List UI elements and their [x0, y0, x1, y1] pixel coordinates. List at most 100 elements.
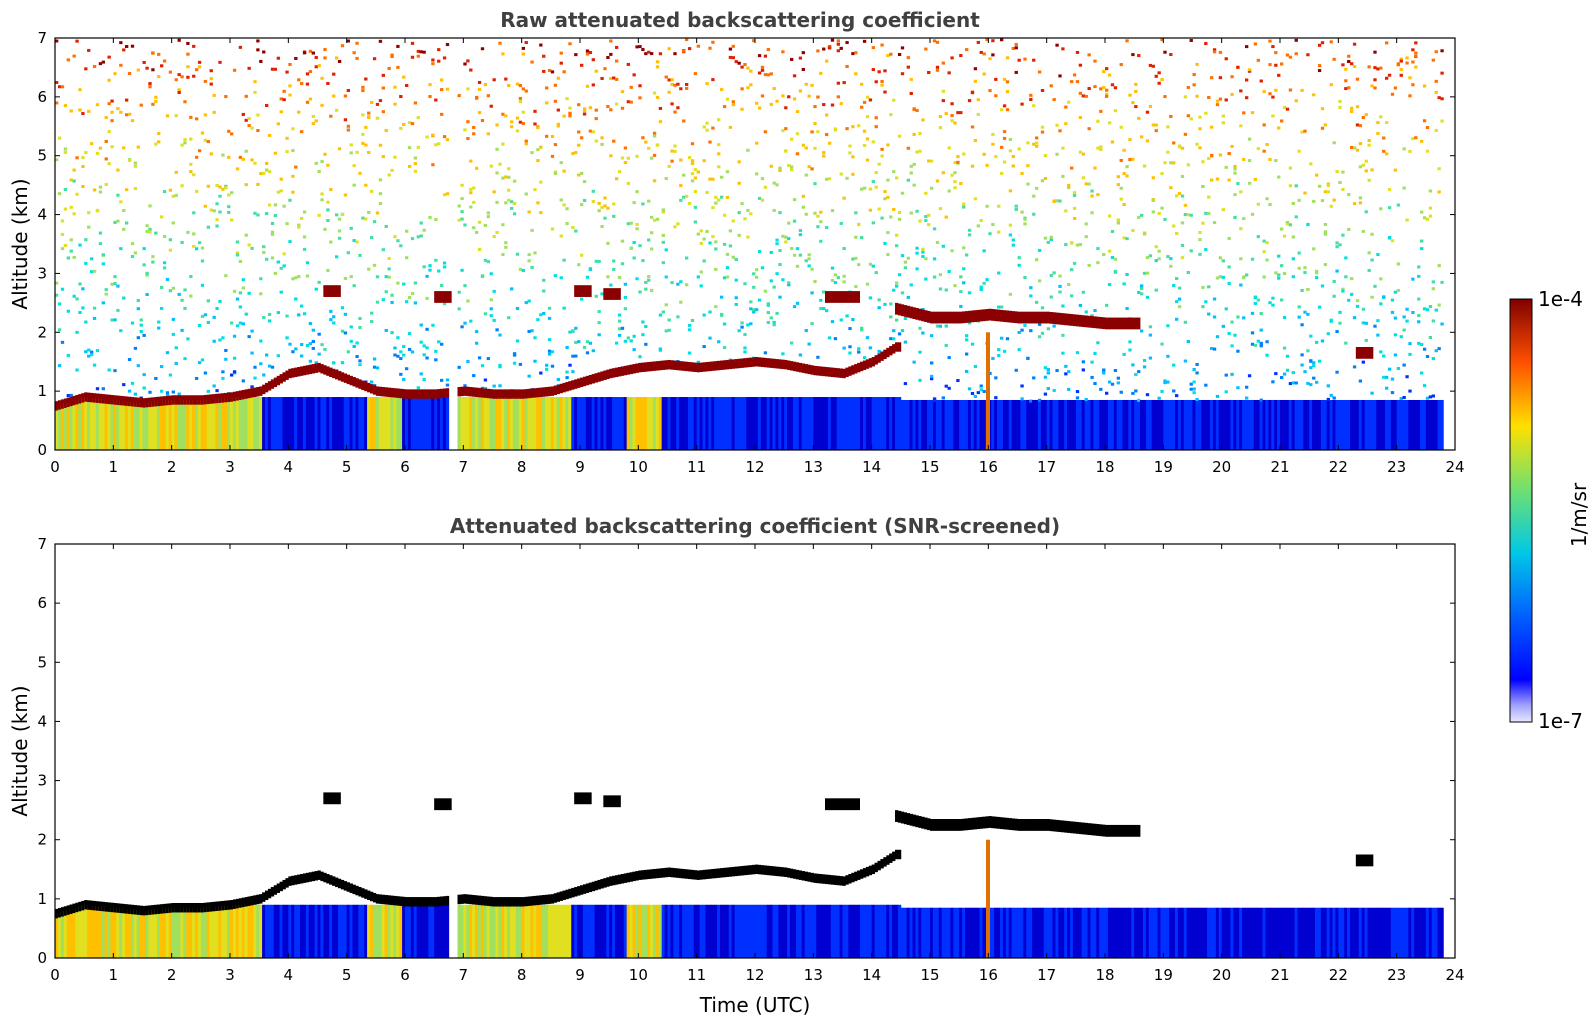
layer-top-cell [165, 903, 170, 914]
layer-top-cell [527, 388, 531, 399]
noise-cell [1125, 174, 1129, 178]
noise-cell [189, 170, 193, 174]
noise-cell [1154, 123, 1158, 127]
boundary-layer-cell [367, 397, 371, 450]
noise-cell [203, 138, 208, 142]
noise-cell [1265, 340, 1269, 344]
layer-top-cell [110, 902, 114, 913]
boundary-layer-cell [542, 397, 546, 450]
noise-cell [685, 86, 689, 90]
layer-top-cell [842, 876, 846, 886]
noise-cell [1285, 368, 1290, 372]
noise-cell [241, 379, 245, 383]
boundary-layer-cell [116, 908, 120, 958]
noise-cell [1037, 70, 1042, 74]
noise-cell [492, 289, 496, 293]
noise-cell [839, 172, 843, 176]
noise-cell [897, 52, 902, 56]
noise-cell [580, 297, 584, 301]
noise-cell [244, 118, 248, 122]
noise-cell [550, 350, 555, 354]
boundary-layer-cell [352, 397, 356, 450]
layer-top-cell [276, 375, 280, 386]
noise-cell [390, 168, 394, 172]
layer-top-cell [311, 871, 315, 882]
noise-cell [527, 210, 531, 214]
noise-cell [200, 259, 205, 263]
noise-cell [291, 127, 295, 131]
elevated-layer-cell [1137, 824, 1141, 837]
layer-top-cell [641, 362, 645, 373]
noise-cell [705, 128, 709, 132]
noise-cell [364, 125, 368, 129]
boundary-layer-cell [1154, 907, 1158, 958]
noise-cell [763, 54, 768, 58]
noise-cell [638, 96, 642, 100]
noise-cell [617, 170, 622, 174]
noise-cell [466, 59, 470, 63]
noise-cell [1335, 241, 1339, 245]
noise-cell [1157, 211, 1161, 215]
layer-top-cell [787, 868, 791, 878]
noise-cell [445, 87, 450, 91]
boundary-layer-cell [935, 399, 940, 450]
noise-cell [763, 130, 768, 134]
boundary-layer-cell [857, 397, 861, 450]
layer-top-cell [107, 394, 111, 405]
noise-cell [1402, 315, 1406, 319]
layer-top-cell [790, 868, 794, 879]
layer-top-cell [422, 897, 426, 907]
layer-top-cell [588, 374, 593, 385]
noise-cell [122, 208, 126, 212]
noise-cell [151, 255, 155, 259]
boundary-layer-cell [603, 397, 607, 450]
noise-cell [1274, 271, 1278, 275]
layer-top-cell [515, 389, 520, 399]
elevated-layer-cell [997, 816, 1001, 829]
noise-cell [1352, 65, 1357, 69]
noise-cell [725, 97, 730, 101]
noise-cell [1335, 269, 1339, 273]
noise-cell [1414, 136, 1418, 140]
boundary-layer-cell [329, 904, 333, 958]
elevated-layer-cell [1005, 817, 1010, 830]
boundary-layer-cell [699, 904, 703, 958]
noise-cell [1312, 376, 1316, 380]
noise-cell [848, 151, 852, 155]
boundary-layer-cell [244, 904, 248, 958]
boundary-layer-cell [661, 397, 665, 450]
noise-cell [189, 162, 193, 166]
noise-cell [364, 217, 368, 221]
noise-cell [1245, 273, 1249, 277]
noise-cell [574, 151, 578, 155]
layer-top-cell [825, 367, 829, 377]
noise-cell [1210, 178, 1214, 182]
noise-cell [757, 106, 762, 110]
boundary-layer-cell [892, 904, 896, 958]
noise-cell [57, 85, 62, 89]
noise-cell [781, 234, 785, 238]
boundary-layer-cell [1040, 907, 1045, 958]
noise-cell [830, 266, 835, 270]
noise-cell [845, 41, 849, 45]
noise-cell [985, 163, 989, 167]
boundary-layer-cell [655, 904, 660, 958]
noise-cell [935, 179, 940, 183]
noise-cell [813, 280, 817, 284]
noise-cell [1370, 84, 1374, 88]
layer-top-cell [836, 368, 840, 378]
noise-cell [1087, 53, 1091, 57]
boundary-layer-cell [722, 397, 727, 450]
noise-cell [142, 333, 146, 337]
noise-cell [302, 235, 307, 239]
noise-cell [871, 68, 875, 72]
noise-cell [1032, 58, 1036, 62]
layer-top-cell [192, 395, 196, 405]
noise-cell [527, 329, 531, 333]
layer-top-cell [615, 875, 619, 885]
boundary-layer-cell [1151, 907, 1155, 958]
noise-cell [795, 301, 800, 305]
noise-cell [317, 352, 321, 356]
noise-cell [253, 211, 257, 215]
noise-cell [938, 324, 943, 328]
